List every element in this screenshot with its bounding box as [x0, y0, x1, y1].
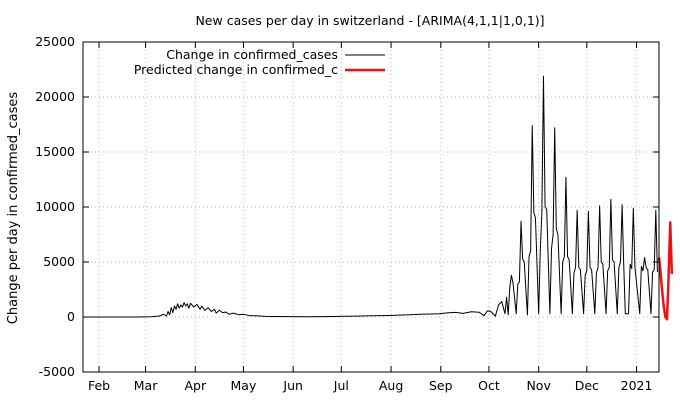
x-tick-label: Apr	[184, 378, 206, 393]
grid-lines	[83, 42, 659, 372]
series-lines	[83, 75, 674, 321]
legend-label-confirmed: Change in confirmed_cases	[166, 47, 338, 62]
legend-label-predicted: Predicted change in confirmed_c	[134, 62, 338, 77]
y-tick-label: 20000	[35, 89, 75, 104]
series-line-confirmed	[83, 75, 658, 318]
x-tick-label: Mar	[134, 378, 158, 393]
chart-title: New cases per day in switzerland - [ARIM…	[195, 13, 544, 28]
x-tick-label: May	[231, 378, 257, 393]
y-tick-label: -5000	[39, 364, 75, 379]
y-tick-label: 10000	[35, 199, 75, 214]
y-tick-label: 5000	[43, 254, 75, 269]
series-line-predicted	[657, 221, 674, 321]
x-tick-label: Oct	[478, 378, 500, 393]
x-tick-label: Jul	[333, 378, 349, 393]
x-tick-label: Sep	[429, 378, 453, 393]
x-tick-label: Jun	[282, 378, 303, 393]
y-tick-label: 0	[67, 309, 75, 324]
y-tick-label: 15000	[35, 144, 75, 159]
x-tick-label: Feb	[88, 378, 110, 393]
legend: Change in confirmed_cases Predicted chan…	[134, 47, 385, 77]
x-tick-label: 2021	[621, 378, 653, 393]
x-tick-label: Nov	[526, 378, 551, 393]
x-tick-label: Aug	[379, 378, 403, 393]
y-tick-label: 25000	[35, 34, 75, 49]
y-axis-label: Change per day in confirmed_cases	[6, 92, 21, 325]
x-tick-label: Dec	[575, 378, 599, 393]
axis-ticks: -5000 0 5000 10000 15000 20000 25000 Feb Mar Apr M…	[35, 34, 659, 393]
